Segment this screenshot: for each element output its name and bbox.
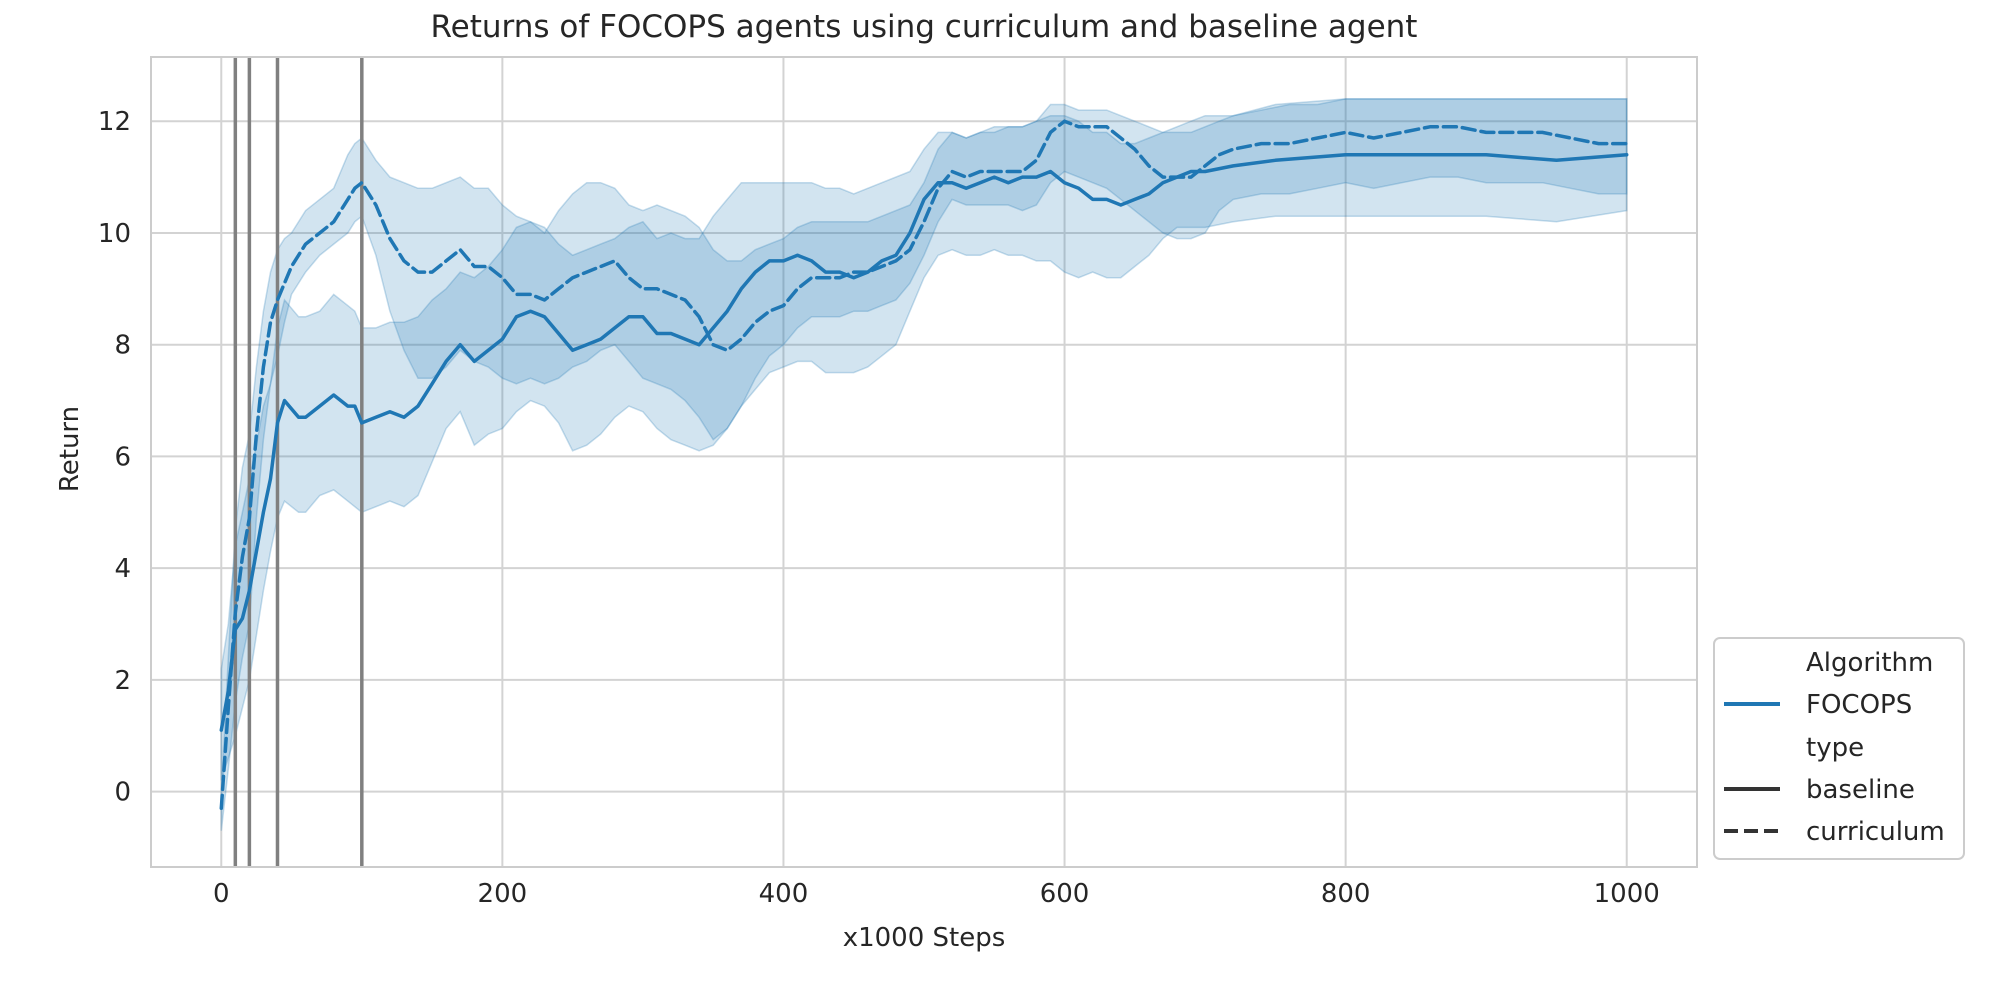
y-tick-label: 12 xyxy=(98,107,131,137)
y-tick-label: 6 xyxy=(114,442,131,472)
x-tick-label: 200 xyxy=(478,879,528,909)
y-tick-label: 0 xyxy=(114,778,131,808)
x-tick-label: 1000 xyxy=(1594,879,1660,909)
plot-frame xyxy=(150,56,1698,868)
legend-entry-focops: FOCOPS xyxy=(1806,690,1912,720)
y-tick-label: 2 xyxy=(114,666,131,696)
series-line-curriculum xyxy=(219,119,1629,811)
x-tick-label: 800 xyxy=(1321,879,1371,909)
series-line-baseline xyxy=(219,153,1629,732)
y-tick-label: 10 xyxy=(98,219,131,249)
legend-title-type: type xyxy=(1806,733,1864,763)
y-tick-label: 8 xyxy=(114,331,131,361)
x-tick-label: 600 xyxy=(1040,879,1090,909)
x-axis-ticks: 0 200 400 600 800 1000 xyxy=(213,879,1660,909)
legend-box xyxy=(1713,637,1965,860)
confidence-band-curriculum xyxy=(220,98,1628,831)
x-axis-label: x1000 Steps xyxy=(843,923,1006,953)
legend-entry-baseline: baseline xyxy=(1806,775,1915,805)
gridlines xyxy=(151,57,1697,867)
legend-title-algorithm: Algorithm xyxy=(1806,648,1933,678)
legend: Algorithm FOCOPS type baseline curriculu… xyxy=(1713,637,1965,860)
confidence-band-baseline xyxy=(220,98,1628,781)
x-tick-label: 0 xyxy=(213,879,230,909)
legend-entry-curriculum: curriculum xyxy=(1806,817,1945,847)
y-axis-label: Return xyxy=(55,406,85,492)
x-tick-label: 400 xyxy=(759,879,809,909)
series-lines xyxy=(219,119,1629,811)
vertical-marker-lines xyxy=(233,57,364,867)
y-axis-ticks: 0 2 4 6 8 10 12 xyxy=(98,107,131,807)
y-tick-label: 4 xyxy=(114,554,131,584)
chart-title: Returns of FOCOPS agents using curriculu… xyxy=(431,9,1418,45)
confidence-bands xyxy=(220,98,1628,831)
